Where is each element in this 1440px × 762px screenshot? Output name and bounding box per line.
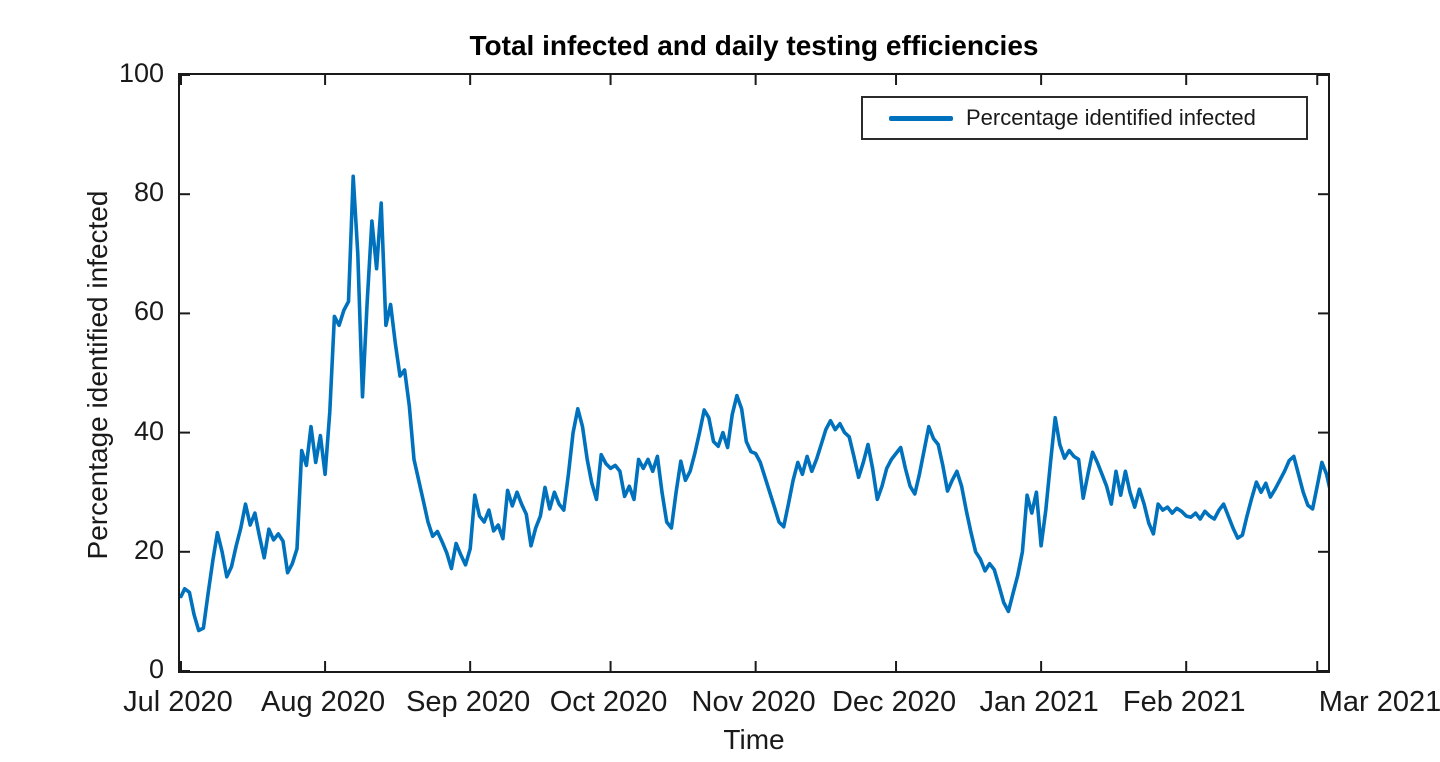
x-tick-label: Aug 2020: [260, 686, 386, 718]
x-tick-label: Jul 2020: [123, 686, 233, 718]
y-tick-label: 80: [133, 177, 164, 208]
y-tick-label: 40: [133, 415, 164, 446]
y-tick-label: 100: [118, 58, 164, 88]
series-line: [180, 174, 1328, 633]
legend: Percentage identified infected: [861, 96, 1308, 140]
x-tick-label: Dec 2020: [831, 686, 957, 718]
x-tick-label: Sep 2020: [406, 686, 531, 718]
legend-label: Percentage identified infected: [966, 105, 1256, 130]
plot-canvas: [180, 75, 1328, 671]
y-axis-label: Percentage identified infected: [82, 190, 113, 560]
y-tick-label: 0: [148, 654, 164, 684]
x-tick-label: Feb 2021: [1122, 686, 1246, 718]
x-tick-label: Mar 2021: [1318, 686, 1440, 718]
legend-line-sample: [889, 115, 953, 121]
plot-area: [178, 73, 1330, 673]
x-tick-label: Jan 2021: [979, 686, 1099, 718]
y-tick-label: 60: [133, 296, 164, 327]
x-axis-label: Time: [723, 724, 785, 755]
y-tick-label: 20: [133, 534, 164, 565]
chart-title: Total infected and daily testing efficie…: [469, 30, 1039, 61]
x-tick-label: Oct 2020: [549, 686, 668, 718]
x-tick-label: Nov 2020: [691, 686, 816, 718]
